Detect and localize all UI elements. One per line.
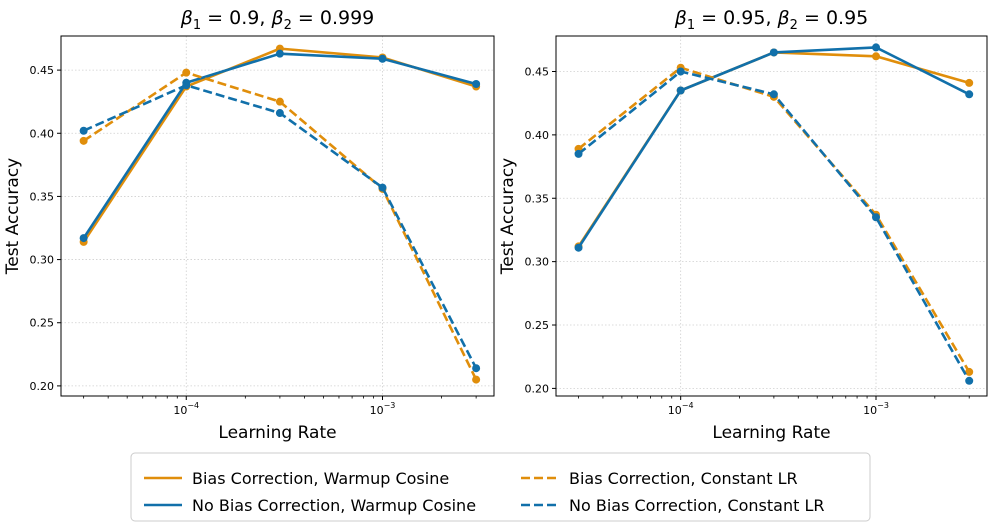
series-line: [577, 46, 970, 249]
legend-label: Bias Correction, Warmup Cosine: [192, 469, 449, 488]
data-point: [965, 78, 974, 87]
data-point: [79, 126, 88, 135]
x-axis-label: Learning Rate: [218, 423, 336, 443]
series-line: [82, 52, 477, 239]
data-point: [965, 367, 974, 376]
data-point: [79, 234, 88, 243]
y-tick-label: 0.25: [30, 317, 55, 330]
series-line: [577, 70, 971, 382]
plot-frame: [60, 35, 495, 397]
chart-title: β1 = 0.95, β2 = 0.95: [674, 7, 869, 33]
chart-panel-2: 0.20 0.25 0.30 0.35 0.40 0.45 10−4 10−3 β1 = 0.9…: [498, 7, 988, 443]
data-point: [872, 52, 881, 61]
data-point: [676, 86, 685, 95]
data-point: [872, 43, 881, 52]
legend: Bias Correction, Warmup Cosine No Bias Co…: [130, 452, 871, 522]
data-point: [676, 67, 685, 76]
x-tick-label: 10−3: [370, 401, 396, 417]
legend-label: No Bias Correction, Constant LR: [569, 496, 824, 515]
legend-label: Bias Correction, Constant LR: [569, 469, 798, 488]
data-point: [769, 48, 778, 57]
data-point: [574, 149, 583, 158]
data-point: [275, 97, 284, 106]
data-point: [574, 243, 583, 252]
y-tick-label: 0.35: [30, 190, 55, 203]
data-point: [472, 375, 481, 384]
legend-frame: [130, 452, 871, 522]
x-tick-label: 10−3: [863, 401, 889, 417]
y-tick-label: 0.40: [30, 127, 55, 140]
x-tick-label: 10−4: [668, 401, 694, 417]
legend-label: No Bias Correction, Warmup Cosine: [192, 496, 476, 515]
series-line: [83, 83, 478, 369]
data-point: [79, 136, 88, 145]
plot-frame: [555, 35, 988, 397]
y-tick-label: 0.35: [525, 192, 550, 205]
y-tick-label: 0.30: [525, 256, 550, 269]
data-point: [872, 213, 881, 222]
data-point: [472, 364, 481, 373]
series-line: [577, 51, 970, 248]
data-point: [275, 49, 284, 58]
data-point: [472, 80, 481, 88]
y-axis-label: Test Accuracy: [3, 158, 23, 276]
data-point: [182, 81, 191, 90]
data-point: [182, 68, 191, 77]
chart-panel-1: 0.20 0.25 0.30 0.35 0.40 0.45 10−4 10−3 β1 = 0.9…: [3, 7, 495, 443]
y-tick-label: 0.45: [525, 65, 550, 78]
x-axis-label: Learning Rate: [712, 423, 830, 443]
data-point: [275, 109, 284, 118]
y-tick-label: 0.40: [525, 129, 550, 142]
data-point: [378, 183, 387, 192]
series-line: [577, 66, 971, 373]
y-tick-label: 0.30: [30, 254, 55, 267]
y-axis-label: Test Accuracy: [498, 158, 518, 276]
y-tick-label: 0.20: [525, 382, 550, 395]
data-point: [378, 54, 387, 63]
y-tick-label: 0.20: [30, 380, 55, 393]
data-point: [965, 90, 974, 99]
series-line: [82, 71, 478, 381]
x-tick-label: 10−4: [173, 401, 199, 417]
data-point: [965, 376, 974, 385]
data-point: [769, 90, 778, 99]
y-tick-label: 0.25: [525, 319, 550, 332]
chart-title: β1 = 0.9, β2 = 0.999: [180, 7, 375, 33]
series-line: [82, 47, 477, 243]
y-tick-label: 0.45: [30, 64, 55, 77]
